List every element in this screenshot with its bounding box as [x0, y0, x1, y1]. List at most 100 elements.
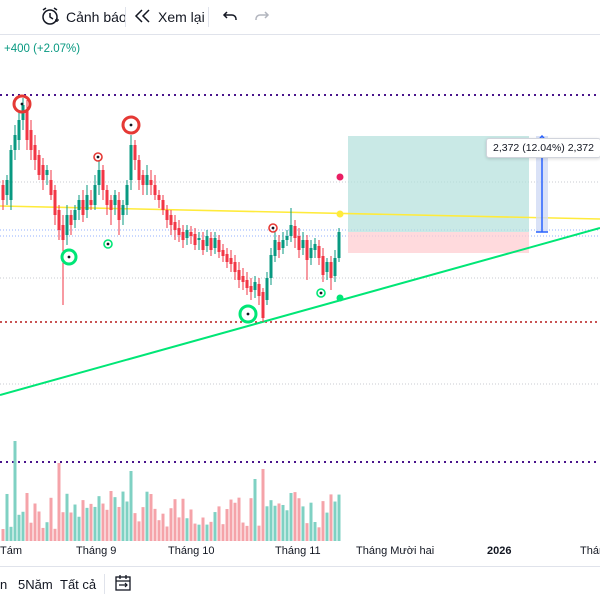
volume-bar [313, 522, 317, 541]
markers-group [12, 94, 344, 324]
volume-bar [205, 524, 209, 541]
pivot-marker-dot [96, 155, 100, 159]
volume-bar [161, 513, 165, 541]
candle-body [265, 278, 269, 300]
volume-bar [81, 500, 85, 541]
candle-body [173, 222, 177, 230]
volume-bar [97, 496, 101, 541]
candle-body [261, 292, 265, 318]
volume-bar [57, 463, 61, 541]
bottom-divider [104, 574, 105, 594]
level-dot [336, 210, 344, 218]
candle-body [193, 234, 197, 245]
candle-body [333, 258, 337, 276]
volume-bar [177, 517, 181, 541]
candle-body [129, 145, 133, 180]
date-range-button[interactable] [114, 567, 132, 601]
volume-bar [137, 521, 141, 541]
pivot-marker [316, 288, 326, 298]
volume-bar [89, 503, 93, 541]
candle-body [125, 185, 129, 205]
range-all-button[interactable]: Tất cả [60, 576, 97, 592]
rewind-icon [134, 8, 152, 27]
volume-bar [333, 501, 337, 541]
candle-body [177, 228, 181, 235]
candle-body [93, 185, 97, 205]
volume-bar [181, 498, 185, 541]
time-label: Tháng 10 [168, 545, 215, 557]
candle-body [213, 238, 217, 248]
candle-body [337, 232, 341, 258]
volume-bar [329, 494, 333, 541]
volume-bar [65, 493, 69, 541]
candle-body [313, 244, 317, 250]
candle-body [13, 135, 17, 150]
candle-body [273, 240, 277, 256]
candle-body [329, 262, 333, 278]
alert-button[interactable]: Cảnh báo [40, 0, 127, 34]
undo-button[interactable] [222, 0, 238, 34]
volume-bar [93, 506, 97, 541]
candle-body [41, 165, 45, 180]
candle-body [77, 200, 81, 210]
candle-body [169, 215, 173, 225]
candle-body [161, 200, 165, 210]
range-button[interactable]: n [0, 576, 8, 592]
range-5y-button[interactable]: 5Năm [18, 576, 53, 592]
volume-bar [241, 522, 245, 541]
candle-body [225, 254, 229, 262]
volume-bar [309, 502, 313, 541]
volume-bar [189, 509, 193, 541]
candle-body [69, 215, 73, 225]
top-toolbar: Cảnh báo Xem lại [0, 0, 600, 35]
candle-body [17, 120, 21, 140]
candle-body [217, 240, 221, 252]
candle-body [185, 230, 189, 238]
redo-button[interactable] [254, 0, 270, 34]
candle-body [325, 262, 329, 272]
price-change: +400 (+2.07%) [4, 43, 81, 55]
volume-bar [249, 498, 253, 541]
volume-bar [293, 492, 297, 541]
candle-body [153, 185, 157, 195]
calendar-range-icon [114, 574, 132, 595]
pivot-marker [93, 152, 103, 162]
candle-body [249, 286, 253, 292]
candle-body [201, 240, 205, 250]
candle-body [5, 180, 9, 195]
volume-bar [285, 510, 289, 541]
volume-bar [149, 494, 153, 541]
candle-body [297, 236, 301, 250]
candle-body [205, 236, 209, 246]
volume-bar [9, 526, 13, 541]
volume-bar [121, 491, 125, 541]
chart-pane[interactable]: 2,372 (12.04%) 2,372 [0, 34, 600, 566]
volume-bar [45, 522, 49, 541]
volume-bar [321, 501, 325, 541]
replay-button[interactable]: Xem lại [134, 0, 205, 34]
volume-bar [213, 512, 217, 541]
candle-body [237, 270, 241, 280]
candle-body [45, 170, 49, 175]
candle-body [241, 276, 245, 282]
candle-body [133, 145, 137, 160]
volume-bar [289, 493, 293, 541]
candle-body [285, 236, 289, 240]
volume-bar [197, 524, 201, 541]
volume-bar [301, 506, 305, 541]
candle-body [317, 246, 321, 258]
replay-label: Xem lại [158, 9, 205, 25]
candle-body [101, 170, 105, 190]
candle-body [61, 225, 65, 240]
pivot-marker-dot [20, 102, 24, 106]
candle-body [277, 242, 281, 250]
volume-bar [317, 527, 321, 541]
candles-group [1, 98, 341, 322]
alert-label: Cảnh báo [66, 9, 127, 25]
volume-bar [53, 528, 57, 541]
volume-bar [73, 504, 77, 541]
candle-body [157, 195, 161, 200]
candle-body [305, 240, 309, 260]
volume-bar [165, 526, 169, 541]
candle-body [149, 180, 153, 185]
